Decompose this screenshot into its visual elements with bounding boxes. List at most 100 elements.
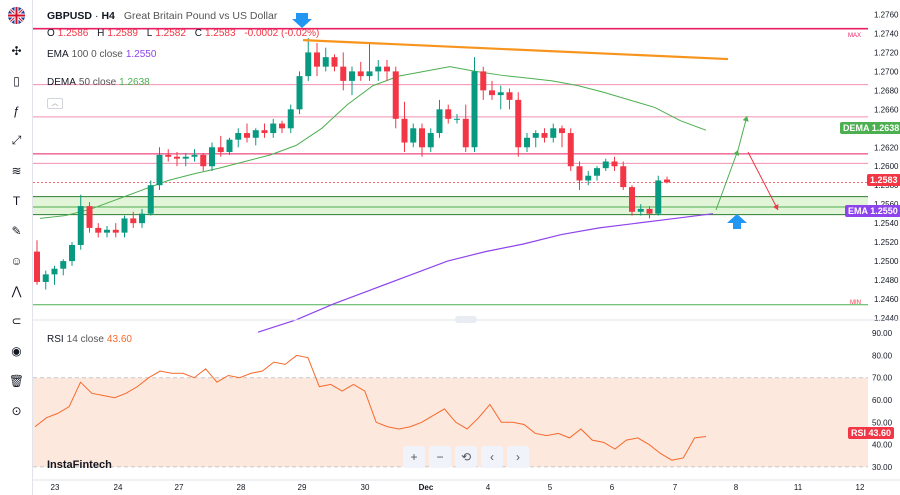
price-tick: 1.2760 bbox=[874, 10, 899, 19]
symbol-name: Great Britain Pound vs US Dollar bbox=[123, 10, 278, 22]
pattern-icon[interactable]: ⋀ bbox=[11, 283, 22, 298]
high-value: 1.2589 bbox=[107, 28, 138, 39]
collapse-legend-button[interactable]: ︿ bbox=[47, 98, 63, 109]
rsi-tick: 40.00 bbox=[872, 441, 893, 450]
candle-body bbox=[121, 218, 128, 233]
candle-body bbox=[147, 185, 154, 214]
candle-body bbox=[506, 92, 513, 100]
price-tick: 1.2440 bbox=[874, 314, 899, 323]
trendline-icon[interactable]: ⤢ bbox=[11, 133, 22, 147]
ema-line bbox=[257, 213, 714, 333]
candle-body bbox=[287, 109, 294, 129]
ema-legend[interactable]: EMA 100 0 close 1.2550 bbox=[47, 49, 159, 60]
zoom-out-button[interactable]: − bbox=[429, 446, 451, 468]
open-value: 1.2586 bbox=[57, 28, 89, 39]
candle-body bbox=[401, 118, 408, 143]
text-icon[interactable]: T bbox=[12, 193, 21, 208]
time-tick: 7 bbox=[673, 483, 678, 492]
candle-body bbox=[629, 187, 635, 212]
candle-body bbox=[226, 139, 233, 153]
drawing-toolbar: ✣ ▯ ƒ ⤢ ≋ T ✎ ☺ ⋀ ⊂ ◉ 🗑 ⊙ bbox=[0, 0, 33, 495]
gbp-flag-icon[interactable] bbox=[8, 7, 25, 24]
candle-body bbox=[279, 123, 285, 129]
time-tick: 30 bbox=[361, 483, 370, 492]
candle-body bbox=[209, 147, 215, 167]
candle-body bbox=[95, 227, 102, 233]
candle-body bbox=[191, 154, 198, 157]
rsi-tag-label: RSI bbox=[851, 428, 867, 438]
rsi-tick: 80.00 bbox=[872, 351, 893, 360]
candle-body bbox=[489, 90, 495, 96]
dema-label: DEMA bbox=[47, 77, 76, 88]
candle-body bbox=[331, 57, 338, 67]
candle-body bbox=[139, 213, 145, 224]
arrowhead bbox=[742, 116, 749, 122]
candle-body bbox=[252, 130, 259, 138]
candle-body bbox=[217, 147, 224, 153]
candle-body bbox=[419, 128, 425, 148]
last-price-tag: 1.2583 bbox=[867, 174, 900, 186]
price-tick: 1.2460 bbox=[874, 295, 899, 304]
emoji-icon[interactable]: ☺ bbox=[10, 253, 23, 268]
up-marker-icon bbox=[727, 214, 747, 229]
candle-body bbox=[244, 133, 250, 138]
candle-body bbox=[375, 66, 382, 72]
chart-navigation: + − ⟲ ‹ › bbox=[403, 446, 529, 468]
max-label: MAX bbox=[848, 33, 862, 39]
rsi-tick: 60.00 bbox=[872, 396, 893, 405]
candle-body bbox=[436, 109, 443, 134]
open-label: O bbox=[47, 28, 55, 39]
time-tick: 23 bbox=[51, 483, 60, 492]
candle-body bbox=[454, 118, 460, 120]
min-label: MIN bbox=[850, 300, 861, 306]
time-tick: Dec bbox=[419, 483, 434, 492]
rsi-legend[interactable]: RSI 14 close 43.60 bbox=[47, 334, 135, 345]
crosshair-icon[interactable]: ✣ bbox=[11, 43, 22, 58]
candle-body bbox=[576, 166, 583, 181]
dema-value: 1.2638 bbox=[119, 77, 150, 88]
candles-icon[interactable]: ▯ bbox=[13, 73, 20, 88]
reset-chart-button[interactable]: ⟲ bbox=[455, 446, 477, 468]
brush-icon[interactable]: ✎ bbox=[11, 223, 22, 238]
eye-icon[interactable]: ◉ bbox=[11, 343, 22, 358]
scroll-right-button[interactable]: › bbox=[507, 446, 529, 468]
candle-body bbox=[541, 133, 548, 138]
price-tick: 1.2620 bbox=[874, 143, 899, 152]
candle-body bbox=[104, 229, 110, 233]
formula-icon[interactable]: ƒ bbox=[13, 103, 20, 118]
rsi-label: RSI bbox=[47, 334, 64, 345]
candle-body bbox=[86, 206, 93, 228]
candle-body bbox=[550, 128, 557, 138]
trash-icon[interactable]: 🗑 bbox=[8, 373, 25, 388]
symbol-legend: GBPUSD · H4 Great Britain Pound vs US Dolla… bbox=[47, 10, 280, 22]
price-tick: 1.2700 bbox=[874, 67, 899, 76]
candle-body bbox=[594, 168, 600, 176]
camera-icon[interactable]: ⊙ bbox=[11, 403, 22, 418]
candle-body bbox=[585, 175, 592, 181]
candle-body bbox=[60, 261, 67, 269]
down-marker-icon bbox=[292, 13, 312, 28]
scroll-left-button[interactable]: ‹ bbox=[481, 446, 503, 468]
bearish-path bbox=[747, 151, 779, 211]
rsi-value: 43.60 bbox=[106, 334, 132, 345]
candle-body bbox=[471, 71, 478, 148]
close-value: 1.2583 bbox=[204, 28, 236, 39]
candle-body bbox=[646, 208, 653, 214]
brand-logo: InstaFintech bbox=[47, 459, 112, 471]
dema-legend[interactable]: DEMA 50 close 1.2638 bbox=[47, 77, 153, 88]
candle-body bbox=[305, 52, 312, 77]
dema-tag-value: 1.2638 bbox=[871, 123, 900, 133]
arrowhead bbox=[733, 150, 740, 156]
candle-body bbox=[77, 206, 84, 245]
candle-body bbox=[611, 161, 618, 167]
time-tick: 12 bbox=[856, 483, 865, 492]
zoom-in-button[interactable]: + bbox=[403, 446, 425, 468]
time-tick: 8 bbox=[734, 483, 739, 492]
rsi-value-tag: RSI 43.60 bbox=[848, 427, 895, 439]
candle-body bbox=[235, 133, 242, 140]
high-label: H bbox=[97, 28, 105, 39]
magnet-icon[interactable]: ⊂ bbox=[11, 313, 22, 328]
fib-icon[interactable]: ≋ bbox=[11, 163, 22, 178]
